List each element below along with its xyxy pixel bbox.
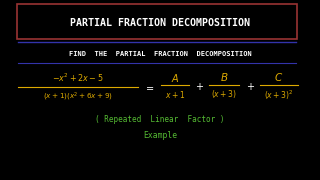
Text: $(x+3)$: $(x+3)$: [211, 88, 237, 100]
Text: Example: Example: [143, 130, 177, 140]
FancyBboxPatch shape: [17, 4, 297, 39]
Text: $A$: $A$: [171, 72, 179, 84]
Text: $+$: $+$: [246, 82, 255, 93]
Text: PARTIAL FRACTION DECOMPOSITION: PARTIAL FRACTION DECOMPOSITION: [70, 18, 250, 28]
Text: FIND  THE  PARTIAL  FRACTION  DECOMPOSITION: FIND THE PARTIAL FRACTION DECOMPOSITION: [68, 51, 252, 57]
Text: $(x+1)(x^2+6x+9)$: $(x+1)(x^2+6x+9)$: [43, 91, 113, 103]
Text: $x+1$: $x+1$: [165, 89, 185, 100]
Text: $(x+3)^2$: $(x+3)^2$: [264, 88, 294, 102]
Text: $-x^2+2x-5$: $-x^2+2x-5$: [52, 72, 104, 84]
Text: $=$: $=$: [144, 82, 156, 92]
Text: $B$: $B$: [220, 71, 228, 83]
Text: ( Repeated  Linear  Factor ): ( Repeated Linear Factor ): [95, 116, 225, 125]
Text: $C$: $C$: [274, 71, 284, 83]
Text: $+$: $+$: [196, 82, 204, 93]
